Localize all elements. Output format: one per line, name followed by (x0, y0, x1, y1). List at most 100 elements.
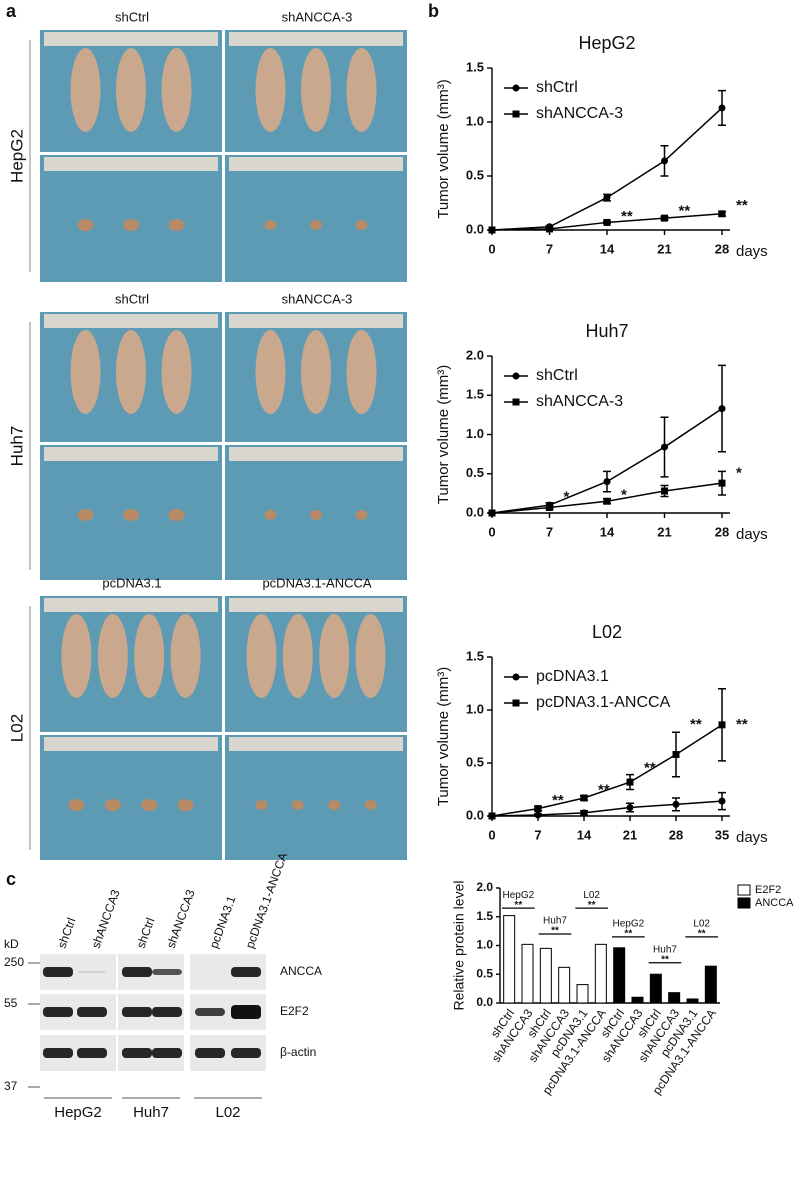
marker (534, 811, 542, 819)
series-line (491, 724, 723, 817)
marker (661, 443, 668, 451)
tumor (310, 510, 322, 520)
ruler (44, 737, 218, 751)
mouse (170, 614, 201, 698)
mouse (134, 614, 165, 698)
tumor (355, 220, 368, 230)
blot-band (77, 1048, 107, 1058)
ruler (44, 32, 218, 46)
chart-title: Huh7 (585, 321, 628, 341)
marker (603, 478, 611, 486)
annotation: ** (552, 792, 564, 809)
mouse (255, 330, 286, 414)
bar (503, 915, 516, 1004)
tumor (77, 219, 94, 231)
bar (539, 947, 552, 1004)
ruler (229, 314, 403, 328)
marker (580, 794, 588, 802)
condition-label: pcDNA3.1-ANCCA (262, 575, 371, 590)
ruler (44, 157, 218, 171)
bar (668, 992, 681, 1004)
series-line (491, 407, 723, 514)
legend-label: shANCCA-3 (536, 105, 623, 122)
tumor (328, 800, 341, 810)
annotation: ** (679, 203, 691, 220)
tumor (68, 799, 85, 811)
annotation: ** (598, 782, 610, 799)
bar (558, 966, 571, 1004)
y-tick-label: 0.5 (466, 167, 484, 182)
marker-label: 250 (4, 955, 24, 969)
x-tick-label: 14 (600, 524, 615, 539)
blot-band (77, 971, 107, 973)
blot-band (43, 967, 73, 977)
y-axis-label: Tumor volume (mm³) (435, 365, 452, 504)
blot-band (122, 1048, 152, 1058)
legend-label: shCtrl (536, 79, 578, 96)
legend-swatch (737, 897, 751, 909)
mouse (97, 614, 128, 698)
tumor (177, 799, 194, 811)
y-tick-label: 0.0 (466, 504, 484, 519)
x-axis-label: days (736, 526, 768, 543)
y-tick-label: 0.0 (466, 221, 484, 236)
x-tick-label: 0 (488, 827, 495, 842)
tumor (123, 219, 139, 231)
bar (631, 996, 644, 1004)
bar (521, 943, 534, 1004)
protein-label: E2F2 (280, 1004, 309, 1018)
bracket-label: Huh7 (653, 944, 677, 955)
blot-band (231, 1048, 261, 1058)
photo (225, 155, 407, 282)
marker (603, 218, 611, 226)
y-tick-label: 1.0 (466, 701, 484, 716)
lane-label: shANCCA3 (164, 887, 198, 950)
tumor (291, 800, 304, 810)
mouse (282, 614, 313, 698)
marker (718, 104, 726, 112)
marker (546, 225, 553, 233)
blot-band (231, 967, 261, 977)
chart-title: HepG2 (578, 33, 635, 53)
ruler (229, 447, 403, 461)
y-tick-label: 1.5 (466, 648, 484, 663)
kd-label: kD (4, 937, 19, 951)
legend-label: E2F2 (755, 884, 781, 896)
legend-marker (512, 398, 520, 406)
marker-label: 55 (4, 996, 18, 1010)
blot-band (231, 1005, 261, 1019)
series-line (491, 800, 723, 817)
tumor (264, 220, 277, 230)
blot-band (77, 1007, 107, 1017)
condition-label: pcDNA3.1 (102, 575, 161, 590)
tumor (310, 220, 322, 230)
bar (649, 973, 662, 1004)
condition-label: shCtrl (115, 9, 149, 24)
y-tick-label: 1.0 (466, 426, 484, 441)
x-tick-label: 0 (488, 241, 495, 256)
tumor (77, 509, 94, 521)
legend-marker (512, 110, 520, 118)
bracket-label: HepG2 (502, 890, 534, 901)
x-tick-label: 7 (546, 524, 553, 539)
mouse (70, 330, 101, 414)
cell-label: Huh7 (7, 426, 26, 467)
y-tick-label: 2.0 (476, 880, 493, 894)
panel-label: b (428, 1, 439, 21)
legend-marker (512, 84, 520, 92)
blot-band (122, 1007, 152, 1017)
y-tick-label: 1.5 (466, 59, 484, 74)
mouse (355, 614, 386, 698)
tumor (264, 510, 277, 520)
panel-label: a (6, 1, 17, 21)
x-tick-label: 7 (546, 241, 553, 256)
bar (594, 943, 607, 1004)
blot-band (122, 967, 152, 977)
bracket-stars: ** (698, 929, 706, 940)
x-tick-label: 21 (623, 827, 637, 842)
protein-label: β-actin (280, 1045, 316, 1059)
mouse (255, 48, 286, 132)
blot-band (152, 1007, 182, 1017)
condition-label: shANCCA-3 (282, 9, 353, 24)
blot-band (195, 1008, 225, 1016)
